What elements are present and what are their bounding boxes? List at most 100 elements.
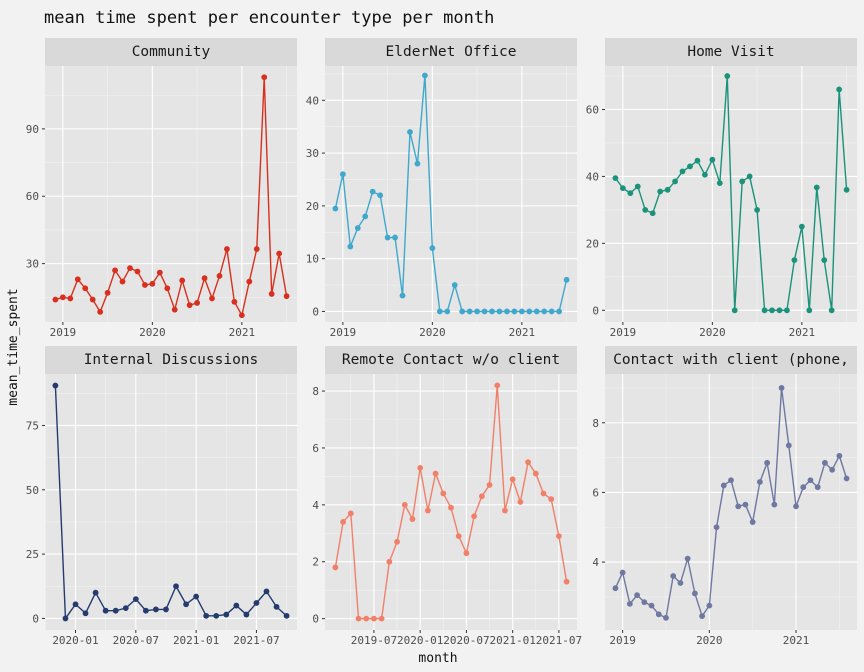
data-point: [432, 470, 439, 477]
y-tick-label: 0: [32, 612, 39, 625]
x-tick-label: 2020: [696, 634, 723, 647]
data-point: [224, 246, 230, 252]
plot-panel: [325, 374, 577, 630]
data-point: [843, 186, 850, 193]
data-point: [369, 188, 376, 195]
data-point: [677, 580, 684, 586]
data-point: [532, 470, 539, 477]
y-tick-label: 0: [312, 613, 319, 626]
x-tick-label: 2019: [50, 326, 77, 339]
data-point: [709, 156, 716, 163]
data-point: [784, 307, 790, 314]
data-point: [261, 74, 268, 81]
y-tick-label: 50: [26, 484, 39, 497]
y-tick-label: 4: [312, 499, 319, 512]
data-point: [459, 308, 466, 315]
data-point: [735, 503, 742, 510]
data-point: [556, 308, 563, 315]
data-point: [509, 476, 516, 483]
data-point: [739, 178, 746, 185]
data-point: [663, 614, 669, 621]
data-point: [363, 615, 370, 622]
y-tick-label: 30: [306, 147, 319, 160]
data-point: [355, 615, 362, 622]
y-tick-label: 8: [592, 417, 599, 430]
data-point: [836, 452, 843, 459]
data-point: [377, 192, 384, 199]
data-point: [186, 302, 193, 309]
data-point: [555, 533, 562, 540]
x-tick-label: 2020: [699, 326, 726, 339]
x-tick-label: 2021-07: [233, 634, 279, 647]
x-tick-label: 2019: [609, 634, 636, 647]
data-point: [641, 599, 648, 606]
facet-panel: Community 30 60 90 2019 2020 2021: [26, 38, 297, 339]
data-point: [67, 295, 74, 302]
data-point: [525, 459, 531, 466]
data-point: [422, 72, 428, 79]
facet-strip-label: Internal Discussions: [84, 352, 259, 368]
facet-panel: Contact with client (phone, 4 6 8 2019 2020 20…: [592, 346, 857, 647]
y-tick-label: 8: [312, 385, 319, 398]
data-point: [679, 168, 686, 175]
data-point: [502, 507, 508, 514]
data-point: [243, 611, 250, 618]
data-point: [793, 503, 799, 510]
facet-strip: [605, 346, 857, 374]
data-point: [193, 593, 200, 600]
x-tick-label: 2021-01: [173, 634, 219, 647]
data-point: [843, 475, 850, 482]
data-point: [563, 276, 570, 283]
data-point: [201, 275, 208, 282]
data-point: [440, 490, 447, 497]
data-point: [444, 308, 451, 315]
data-point: [494, 382, 501, 389]
data-point: [92, 589, 99, 596]
data-point: [504, 308, 510, 315]
data-point: [213, 612, 220, 619]
data-point: [612, 175, 619, 182]
data-point: [702, 171, 708, 178]
data-point: [496, 308, 503, 315]
data-point: [89, 296, 96, 303]
y-tick-label: 4: [592, 556, 599, 569]
data-point: [548, 496, 555, 503]
data-point: [340, 519, 347, 525]
data-point: [149, 280, 156, 287]
data-point: [216, 273, 223, 279]
data-point: [153, 606, 159, 613]
data-point: [171, 306, 178, 313]
data-point: [724, 73, 731, 79]
data-point: [694, 157, 701, 164]
data-point: [822, 459, 828, 466]
data-point: [448, 504, 454, 511]
data-point: [511, 308, 518, 315]
data-point: [347, 510, 354, 517]
facet-strip-label: ElderNet Office: [386, 44, 517, 60]
data-point: [59, 294, 66, 301]
data-point: [253, 246, 260, 252]
facet-strip: [605, 38, 857, 66]
y-tick-label: 90: [26, 123, 39, 136]
data-point: [429, 245, 436, 252]
data-point: [164, 285, 171, 292]
data-point: [776, 307, 783, 314]
x-tick-label: 2021: [509, 326, 536, 339]
y-tick-label: 30: [26, 258, 39, 271]
data-point: [268, 291, 275, 297]
data-point: [112, 267, 118, 274]
data-point: [648, 602, 655, 609]
y-tick-label: 0: [312, 305, 319, 318]
data-point: [384, 234, 391, 241]
data-point: [231, 298, 238, 305]
x-tick-label: 2020: [139, 326, 166, 339]
data-point: [74, 276, 81, 283]
plot-panel: [45, 374, 297, 630]
data-point: [466, 308, 473, 315]
x-tick-label: 2019-07: [351, 634, 397, 647]
y-tick-label: 20: [306, 200, 319, 213]
data-point: [52, 382, 59, 389]
data-point: [634, 592, 640, 599]
data-point: [619, 185, 626, 192]
